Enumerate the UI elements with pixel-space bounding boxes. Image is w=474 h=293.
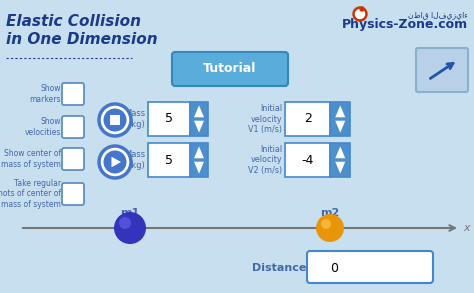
Polygon shape	[335, 162, 345, 173]
Text: 2: 2	[304, 113, 312, 125]
Text: Show
markers: Show markers	[29, 84, 61, 104]
Text: Show center of
mass of system: Show center of mass of system	[1, 149, 61, 169]
Text: Physics-Zone.com: Physics-Zone.com	[342, 18, 468, 31]
Circle shape	[103, 151, 127, 173]
Circle shape	[360, 7, 364, 11]
FancyBboxPatch shape	[330, 143, 350, 177]
Text: Take regular
shots of center of
mass of system: Take regular shots of center of mass of …	[0, 179, 61, 209]
Circle shape	[114, 212, 146, 244]
Circle shape	[99, 146, 131, 178]
Circle shape	[316, 214, 344, 242]
Text: -4: -4	[301, 154, 314, 166]
Text: Initial
velocity
V1 (m/s): Initial velocity V1 (m/s)	[248, 104, 282, 134]
FancyBboxPatch shape	[110, 115, 120, 125]
Circle shape	[356, 9, 365, 18]
FancyBboxPatch shape	[62, 148, 84, 170]
Polygon shape	[335, 146, 345, 158]
FancyBboxPatch shape	[62, 83, 84, 105]
Polygon shape	[194, 121, 204, 133]
Text: Elastic Collision: Elastic Collision	[6, 14, 141, 29]
Circle shape	[103, 108, 127, 132]
Polygon shape	[335, 121, 345, 133]
Polygon shape	[194, 162, 204, 173]
Text: Mass
m2 (kg): Mass m2 (kg)	[112, 150, 145, 170]
Text: m2: m2	[320, 208, 340, 218]
Text: Distance: Distance	[252, 263, 306, 273]
FancyBboxPatch shape	[307, 251, 433, 283]
FancyBboxPatch shape	[190, 143, 208, 177]
Circle shape	[321, 219, 331, 229]
Circle shape	[119, 217, 131, 229]
Text: m1: m1	[120, 208, 140, 218]
Polygon shape	[335, 105, 345, 117]
FancyBboxPatch shape	[172, 52, 288, 86]
FancyBboxPatch shape	[190, 102, 208, 136]
Text: Initial
velocity
V2 (m/s): Initial velocity V2 (m/s)	[248, 145, 282, 175]
Polygon shape	[194, 146, 204, 158]
Text: نطاق الفيزياء: نطاق الفيزياء	[408, 10, 468, 19]
Polygon shape	[111, 157, 121, 167]
Text: 0: 0	[330, 261, 338, 275]
Text: x: x	[463, 223, 470, 233]
FancyBboxPatch shape	[62, 183, 84, 205]
FancyBboxPatch shape	[330, 102, 350, 136]
FancyBboxPatch shape	[285, 102, 330, 136]
FancyBboxPatch shape	[148, 143, 190, 177]
Polygon shape	[194, 105, 204, 117]
Text: Show
velocities: Show velocities	[25, 117, 61, 137]
Text: 5: 5	[165, 154, 173, 166]
Text: Mass
m1 (kg): Mass m1 (kg)	[112, 109, 145, 129]
Circle shape	[353, 7, 367, 21]
FancyBboxPatch shape	[62, 116, 84, 138]
Circle shape	[99, 104, 131, 136]
Text: Tutorial: Tutorial	[203, 62, 257, 76]
FancyBboxPatch shape	[285, 143, 330, 177]
FancyBboxPatch shape	[148, 102, 190, 136]
FancyBboxPatch shape	[416, 48, 468, 92]
Text: in One Dimension: in One Dimension	[6, 32, 158, 47]
Text: 5: 5	[165, 113, 173, 125]
